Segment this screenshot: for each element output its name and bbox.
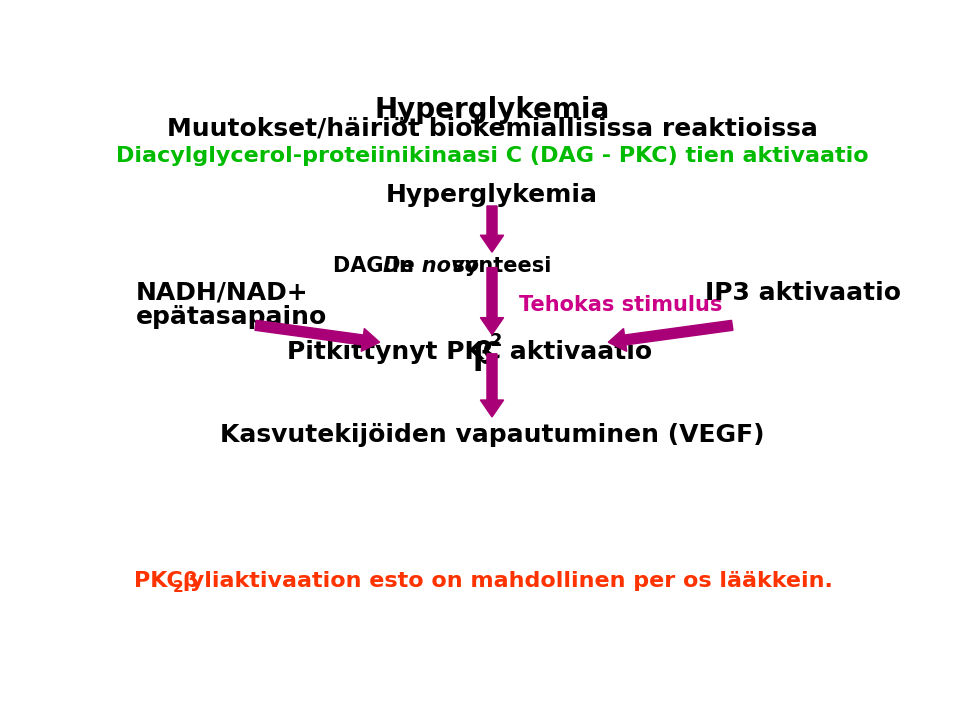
Text: Tehokas stimulus: Tehokas stimulus <box>519 294 723 315</box>
Text: yliaktivaation esto on mahdollinen per os lääkkein.: yliaktivaation esto on mahdollinen per o… <box>182 571 833 591</box>
Text: β: β <box>472 340 494 371</box>
Text: Hyperglykemia: Hyperglykemia <box>374 96 610 124</box>
Text: Diacylglycerol-proteiinikinaasi C (DAG - PKC) tien aktivaatio: Diacylglycerol-proteiinikinaasi C (DAG -… <box>116 146 868 166</box>
Polygon shape <box>480 267 504 335</box>
Text: epätasapaino: epätasapaino <box>135 305 326 328</box>
Text: 2: 2 <box>173 580 183 595</box>
Text: NADH/NAD+: NADH/NAD+ <box>135 281 308 305</box>
Text: Pitkittynyt PKC: Pitkittynyt PKC <box>287 340 501 364</box>
Text: 2: 2 <box>490 333 502 350</box>
Polygon shape <box>480 206 504 252</box>
Text: De novo: De novo <box>383 256 479 276</box>
Polygon shape <box>609 320 732 352</box>
Text: Hyperglykemia: Hyperglykemia <box>386 183 598 207</box>
Text: IP3 aktivaatio: IP3 aktivaatio <box>706 281 901 305</box>
Text: DAG:in: DAG:in <box>333 256 421 276</box>
Text: synteesi: synteesi <box>444 256 551 276</box>
Polygon shape <box>255 320 379 352</box>
Text: PKCβ: PKCβ <box>134 571 199 591</box>
Polygon shape <box>480 354 504 417</box>
Text: Kasvutekijöiden vapautuminen (VEGF): Kasvutekijöiden vapautuminen (VEGF) <box>220 423 764 447</box>
Text: aktivaatio: aktivaatio <box>500 340 652 364</box>
Text: Muutokset/häiriöt biokemiallisissa reaktioissa: Muutokset/häiriöt biokemiallisissa reakt… <box>167 117 817 140</box>
